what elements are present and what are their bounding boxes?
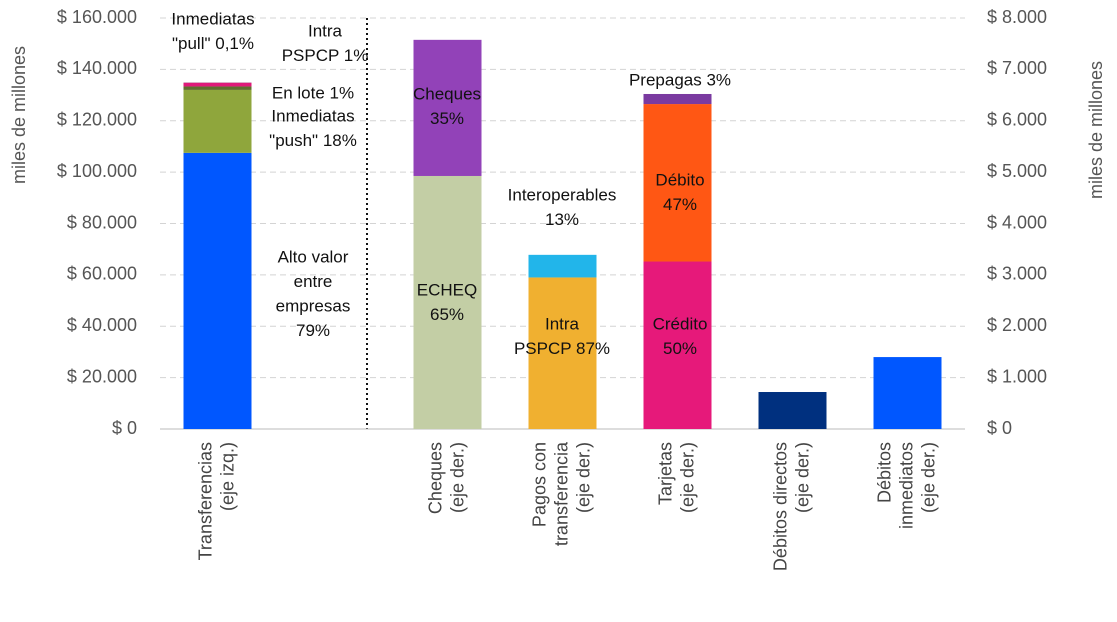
x-tick-label: Tarjetas (eje der.) <box>655 442 697 513</box>
y-tick-label: $ 20.000 <box>67 366 137 386</box>
y2-tick-label: $ 0 <box>987 418 1012 438</box>
x-tick-label: Cheques (eje der.) <box>425 442 467 514</box>
annotation: Intra <box>545 314 580 333</box>
bar-segment <box>643 104 712 262</box>
x-tick-label-line: (eje der.) <box>792 442 812 513</box>
bar-segment <box>643 261 712 429</box>
y2-tick-label: $ 6.000 <box>987 110 1047 130</box>
annotation: 79% <box>296 321 330 340</box>
bar-segment <box>873 357 942 429</box>
y-tick-label: $ 80.000 <box>67 212 137 232</box>
annotation: Alto valor <box>278 247 349 266</box>
x-tick-label: Débitos directos (eje der.) <box>770 442 812 571</box>
annotation: Prepagas 3% <box>629 70 731 89</box>
x-tick-label-line: Débitos directos <box>770 442 790 571</box>
x-tick-label-line: (eje der.) <box>573 442 593 513</box>
x-tick-label-line: Tarjetas <box>655 442 675 505</box>
annotation: 65% <box>430 305 464 324</box>
annotation: entre <box>294 272 333 291</box>
bar-segment <box>183 89 252 153</box>
x-tick-label: Transferencias (eje izq.) <box>195 442 237 560</box>
annotation: 47% <box>663 195 697 214</box>
y-axis-title: miles de millones <box>9 46 29 184</box>
annotation: ECHEQ <box>417 280 477 299</box>
bar-segment <box>643 93 712 105</box>
bar-segment <box>758 392 827 429</box>
annotation: "push" 18% <box>269 131 357 150</box>
annotation: Crédito <box>653 314 708 333</box>
annotation: PSPCP 87% <box>514 339 610 358</box>
y2-axis-title: miles de millones <box>1086 61 1106 199</box>
annotation: Intra <box>308 21 343 40</box>
annotation: empresas <box>276 296 351 315</box>
y-tick-label: $ 140.000 <box>57 58 137 78</box>
bar-segment <box>413 175 482 429</box>
y-tick-label: $ 0 <box>112 418 137 438</box>
y2-tick-label: $ 8.000 <box>987 7 1047 27</box>
y-tick-label: $ 160.000 <box>57 7 137 27</box>
x-tick-label-line: (eje der.) <box>447 442 467 513</box>
x-tick-label: Pagos con transferencia (eje der.) <box>529 441 593 546</box>
y2-tick-label: $ 1.000 <box>987 366 1047 386</box>
x-tick-label-line: Transferencias <box>195 442 215 560</box>
x-tick-label-line: Cheques <box>425 442 445 514</box>
y2-tick-label: $ 2.000 <box>987 315 1047 335</box>
annotation: 35% <box>430 109 464 128</box>
bar-segment <box>183 152 252 429</box>
x-tick-label-line: (eje izq.) <box>217 442 237 511</box>
x-tick-label-line: (eje der.) <box>677 442 697 513</box>
y2-tick-label: $ 3.000 <box>987 264 1047 284</box>
x-tick-label-line: inmediatos <box>896 442 916 529</box>
annotation: Cheques <box>413 84 481 103</box>
x-tick-label-line: Pagos con <box>529 442 549 527</box>
annotation: PSPCP 1% <box>282 46 369 65</box>
bar-segment <box>528 277 597 429</box>
bar-segment <box>413 39 482 176</box>
annotation: Inmediatas <box>271 106 354 125</box>
y-tick-label: $ 40.000 <box>67 315 137 335</box>
x-tick-label-line: Débitos <box>874 442 894 503</box>
y-tick-label: $ 100.000 <box>57 161 137 181</box>
x-tick-label-line: transferencia <box>551 441 571 546</box>
y-tick-label: $ 60.000 <box>67 264 137 284</box>
annotation: En lote 1% <box>272 83 354 102</box>
annotation: Interoperables <box>508 185 617 204</box>
annotation: 50% <box>663 339 697 358</box>
annotation: "pull" 0,1% <box>172 34 254 53</box>
y2-tick-label: $ 4.000 <box>987 212 1047 232</box>
annotation: 13% <box>545 210 579 229</box>
x-tick-label-line: (eje der.) <box>918 442 938 513</box>
annotation: Inmediatas <box>171 9 254 28</box>
x-tick-label: Débitos inmediatos (eje der.) <box>874 442 938 529</box>
y2-tick-label: $ 7.000 <box>987 58 1047 78</box>
bar-segment <box>528 254 597 278</box>
annotation: Débito <box>655 170 704 189</box>
y2-tick-label: $ 5.000 <box>987 161 1047 181</box>
y-tick-label: $ 120.000 <box>57 110 137 130</box>
bar-segment <box>183 82 252 87</box>
bar-segment <box>183 86 252 90</box>
